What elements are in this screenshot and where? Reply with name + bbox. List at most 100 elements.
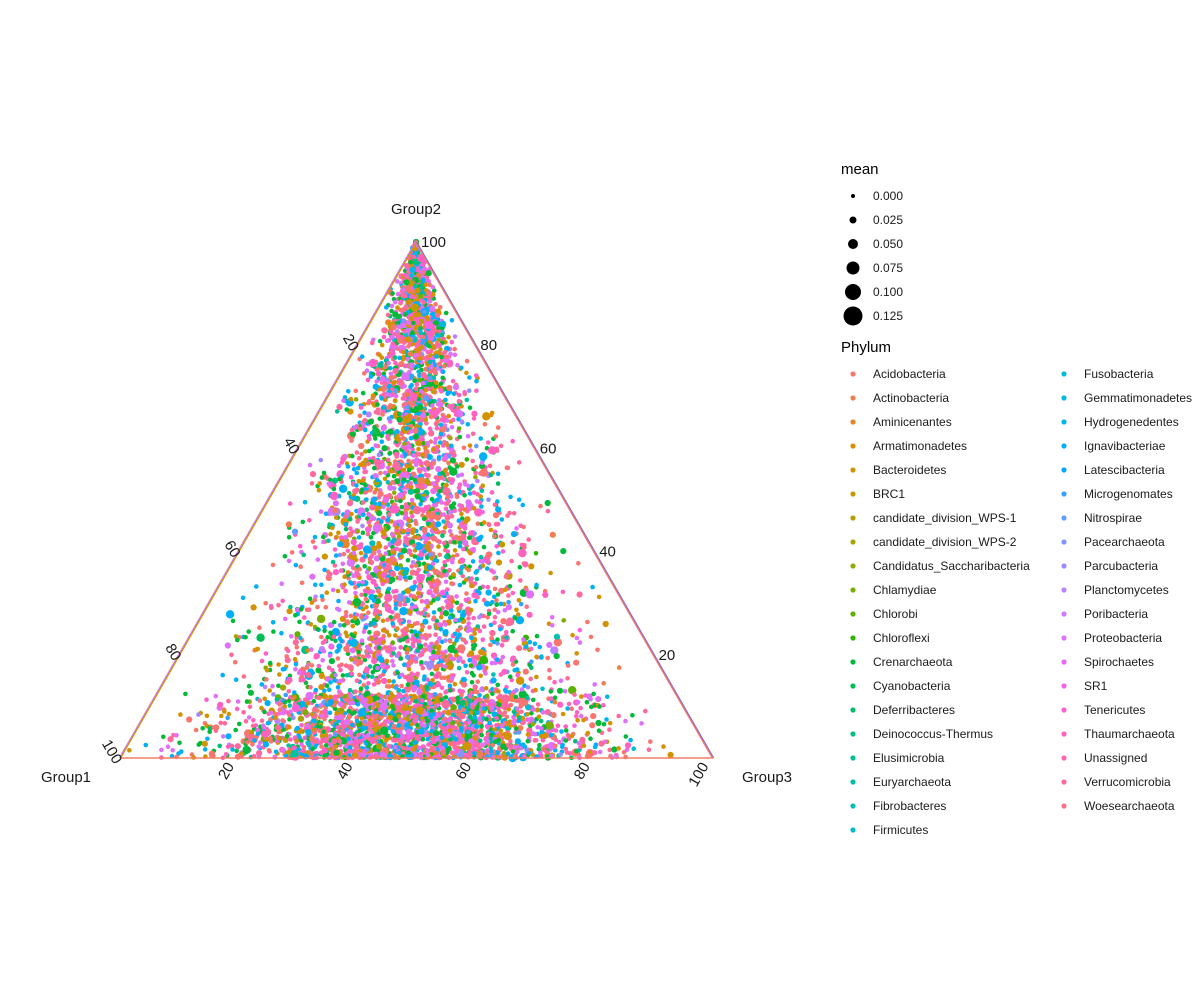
data-point <box>490 742 496 748</box>
data-point <box>485 589 492 596</box>
data-point <box>376 549 382 554</box>
data-point <box>344 698 350 703</box>
data-point <box>292 639 299 646</box>
data-point <box>403 363 409 369</box>
data-point <box>563 724 568 729</box>
data-point <box>452 548 458 553</box>
data-point <box>293 562 299 568</box>
data-point <box>234 743 241 750</box>
data-point <box>588 736 593 741</box>
data-point <box>427 694 432 700</box>
data-point <box>376 588 381 593</box>
data-point <box>380 385 387 392</box>
data-point <box>302 615 307 620</box>
data-point <box>430 561 436 567</box>
data-point <box>441 699 450 709</box>
data-point <box>579 694 584 699</box>
data-point <box>510 438 515 444</box>
data-point <box>287 724 292 730</box>
data-point <box>346 389 351 394</box>
data-point <box>560 589 566 595</box>
data-point <box>310 712 315 717</box>
data-point <box>246 629 251 634</box>
data-point <box>360 460 367 467</box>
data-point <box>540 686 545 692</box>
data-point <box>515 616 525 625</box>
data-point <box>243 719 249 724</box>
data-point <box>337 663 342 669</box>
data-point <box>362 371 367 376</box>
data-point <box>597 704 602 709</box>
data-point <box>498 587 505 595</box>
data-point <box>318 457 324 463</box>
data-point <box>326 573 331 579</box>
data-point <box>248 736 253 741</box>
data-point <box>436 492 441 497</box>
data-point <box>395 315 401 320</box>
data-point <box>355 528 361 534</box>
data-point <box>560 548 567 555</box>
data-point <box>332 547 338 552</box>
data-point <box>241 710 246 715</box>
data-point <box>492 620 497 625</box>
data-point <box>430 535 437 542</box>
data-point <box>409 602 415 607</box>
data-point <box>431 615 437 620</box>
data-point <box>377 416 383 422</box>
data-point <box>388 371 394 377</box>
data-point <box>564 750 570 755</box>
data-point <box>409 429 414 434</box>
data-point <box>495 706 501 711</box>
data-point <box>224 642 231 649</box>
data-point <box>448 435 453 441</box>
data-point <box>391 651 396 656</box>
data-point <box>511 511 517 516</box>
data-point <box>384 606 392 613</box>
data-point <box>501 750 507 756</box>
data-point <box>392 486 397 491</box>
data-point <box>326 481 332 487</box>
data-point <box>544 709 551 716</box>
data-point <box>559 744 565 749</box>
data-point <box>589 704 594 710</box>
data-point <box>287 501 293 506</box>
data-point <box>456 426 462 431</box>
data-point <box>362 719 368 724</box>
data-point <box>401 528 407 534</box>
data-point <box>319 594 325 599</box>
data-point <box>381 531 387 537</box>
data-point <box>429 671 435 677</box>
data-point <box>472 715 478 720</box>
data-point <box>405 728 412 735</box>
data-point <box>427 625 432 630</box>
data-point <box>390 531 395 537</box>
data-point <box>305 691 314 701</box>
data-point <box>349 632 354 637</box>
data-point <box>336 530 341 536</box>
data-point <box>429 305 436 312</box>
data-point <box>386 586 392 592</box>
data-point <box>558 752 563 757</box>
data-point <box>506 569 512 575</box>
data-point <box>328 531 333 537</box>
data-point <box>568 686 577 695</box>
data-point <box>452 384 460 391</box>
data-point <box>297 619 302 625</box>
data-point <box>299 607 304 612</box>
data-point <box>313 652 320 660</box>
data-point <box>404 463 410 469</box>
data-point <box>407 488 414 495</box>
data-point <box>391 663 396 668</box>
data-point <box>385 480 391 485</box>
data-point <box>339 460 345 465</box>
data-point <box>422 467 428 473</box>
data-point <box>405 558 411 563</box>
data-point <box>369 560 375 566</box>
data-point <box>433 632 438 637</box>
data-point <box>432 288 437 293</box>
data-point <box>492 614 498 620</box>
data-point <box>433 380 439 386</box>
data-point <box>328 658 335 665</box>
data-point <box>624 747 630 753</box>
data-point <box>409 629 414 634</box>
